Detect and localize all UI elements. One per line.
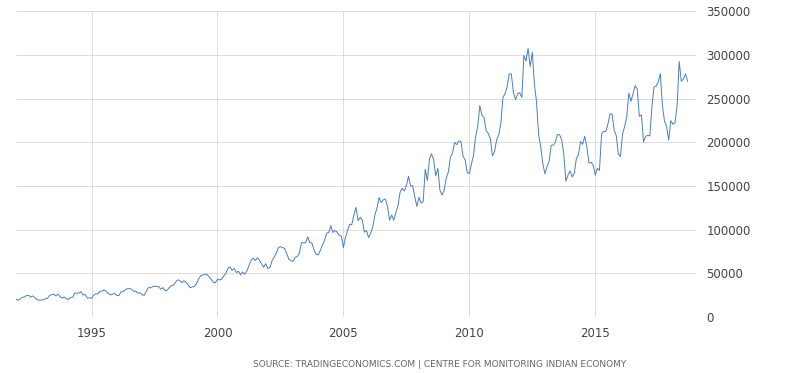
Text: SOURCE: TRADINGECONOMICS.COM | CENTRE FOR MONITORING INDIAN ECONOMY: SOURCE: TRADINGECONOMICS.COM | CENTRE FO… bbox=[254, 360, 626, 369]
